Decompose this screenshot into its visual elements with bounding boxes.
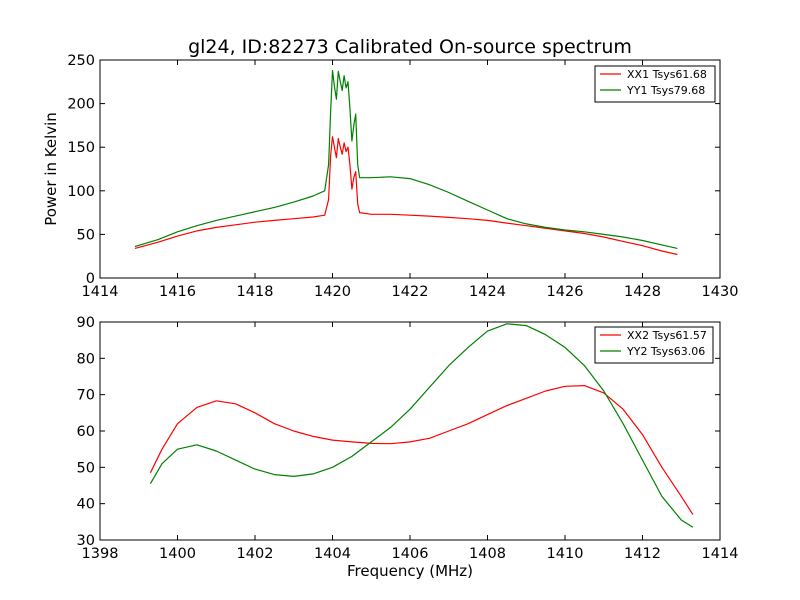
series-line-xx xyxy=(134,136,678,256)
y-tick-label: 90 xyxy=(77,315,95,331)
x-axis-label: Frequency (MHz) xyxy=(347,562,473,580)
legend-entry: YY2 Tsys63.06 xyxy=(626,345,705,358)
x-tick-label: 1412 xyxy=(624,546,661,562)
legend-entry: XX1 Tsys61.68 xyxy=(627,68,707,81)
series-line-yy xyxy=(134,69,678,249)
x-tick-label: 1410 xyxy=(547,546,584,562)
y-axis-label: Power in Kelvin xyxy=(42,112,60,226)
x-tick-label: 1420 xyxy=(314,284,351,300)
y-tick-label: 0 xyxy=(86,271,95,287)
x-tick-label: 1426 xyxy=(547,284,584,300)
x-tick-label: 1424 xyxy=(469,284,506,300)
y-tick-label: 70 xyxy=(77,388,95,404)
legend-box xyxy=(594,65,716,103)
x-tick-label: 1400 xyxy=(159,546,196,562)
top-panel: 1414 1416 1418 1420 1422 1424 1426 1428 1430 0 50 1… xyxy=(42,53,738,300)
bottom-panel: 1398 1400 1402 1404 1406 1408 1410 1412 1414 30 40… xyxy=(77,315,739,580)
x-tick-label: 1416 xyxy=(159,284,196,300)
legend: XX1 Tsys61.68 YY1 Tsys79.68 xyxy=(594,65,716,103)
y-tick-label: 80 xyxy=(77,351,95,367)
y-tick-label: 30 xyxy=(77,533,95,549)
x-tick-label: 1414 xyxy=(702,546,739,562)
x-tick-label: 1422 xyxy=(392,284,429,300)
x-tick-label: 1406 xyxy=(392,546,429,562)
legend: XX2 Tsys61.57 YY2 Tsys63.06 xyxy=(594,326,714,364)
y-tick-label: 200 xyxy=(67,97,95,113)
y-tick-label: 60 xyxy=(77,424,95,440)
legend-entry: XX2 Tsys61.57 xyxy=(627,329,707,342)
x-tick-label: 1414 xyxy=(82,284,119,300)
y-tick-label: 150 xyxy=(67,140,95,156)
x-tick-label: 1408 xyxy=(469,546,506,562)
chart-title: gl24, ID:82273 Calibrated On-source spec… xyxy=(188,36,632,58)
x-tick-label: 1430 xyxy=(702,284,739,300)
y-tick-label: 50 xyxy=(77,227,95,243)
x-tick-label: 1404 xyxy=(314,546,351,562)
y-tick-label: 250 xyxy=(67,53,95,69)
legend-entry: YY1 Tsys79.68 xyxy=(626,84,705,97)
series-line-yy xyxy=(149,323,694,528)
legend-box xyxy=(594,326,714,364)
y-tick-label: 100 xyxy=(67,184,95,200)
x-tick-label: 1402 xyxy=(237,546,274,562)
x-tick-label: 1418 xyxy=(237,284,274,300)
x-tick-label: 1398 xyxy=(82,546,119,562)
x-tick-label: 1428 xyxy=(624,284,661,300)
y-tick-label: 40 xyxy=(77,497,95,513)
y-tick-label: 50 xyxy=(77,460,95,476)
